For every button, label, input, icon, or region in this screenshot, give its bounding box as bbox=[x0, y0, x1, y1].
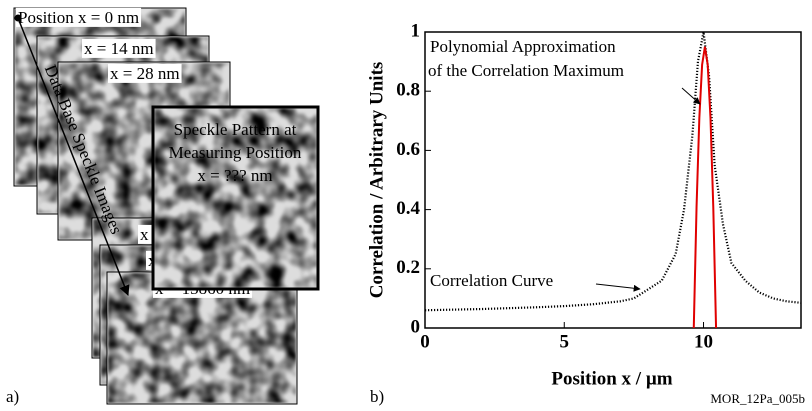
measuring-label: Measuring Position bbox=[169, 143, 302, 162]
measuring-label: x = ??? nm bbox=[197, 166, 272, 185]
label-background bbox=[428, 270, 556, 290]
y-axis-label: Correlation / Arbitrary Units bbox=[366, 62, 387, 299]
label-background bbox=[426, 60, 626, 80]
image-label: Position x = 0 nm bbox=[18, 8, 139, 27]
y-tick-label: 0 bbox=[411, 316, 421, 337]
label-background bbox=[16, 7, 142, 27]
x-axis-label: Position x / µm bbox=[551, 368, 672, 389]
annotation: Correlation Curve bbox=[430, 271, 553, 290]
image-label: x = 14 nm bbox=[84, 39, 154, 58]
annotation: Polynomial Approximation bbox=[430, 37, 616, 56]
x-tick-label: 5 bbox=[560, 331, 570, 352]
annotation-arrow bbox=[595, 283, 641, 292]
y-tick-label: 0.6 bbox=[396, 139, 420, 160]
label-background bbox=[108, 63, 182, 83]
annotation-arrow bbox=[681, 87, 701, 105]
label-background bbox=[428, 36, 619, 56]
y-tick-label: 1 bbox=[411, 20, 421, 41]
plot-frame bbox=[424, 31, 802, 329]
speckle-images: Position x = 0 nmx = 14 nmx = 28 nmx = 1… bbox=[13, 7, 320, 405]
x-tick-label: 0 bbox=[420, 331, 430, 352]
y-tick-label: 0.8 bbox=[396, 80, 420, 101]
y-tick-label: 0.2 bbox=[396, 257, 420, 278]
panel-label: a) bbox=[6, 387, 19, 406]
x-tick-label: 10 bbox=[694, 331, 713, 352]
label-background bbox=[82, 38, 156, 58]
image-label: x = 28 nm bbox=[110, 64, 180, 83]
speckle bbox=[154, 108, 317, 288]
annotation: of the Correlation Maximum bbox=[428, 61, 624, 80]
figure-id: MOR_12Pa_005b bbox=[710, 391, 805, 406]
plot: 0 5 10 0 0.2 0.4 0.6 0.8 1 Polynomial Approximati… bbox=[396, 20, 802, 352]
panel-label: b) bbox=[370, 387, 384, 406]
y-tick-label: 0.4 bbox=[396, 198, 420, 219]
database-arrow bbox=[17, 17, 130, 296]
series-line bbox=[692, 46, 718, 329]
measuring-label: Speckle Pattern at bbox=[174, 120, 297, 139]
series-line bbox=[424, 31, 802, 312]
